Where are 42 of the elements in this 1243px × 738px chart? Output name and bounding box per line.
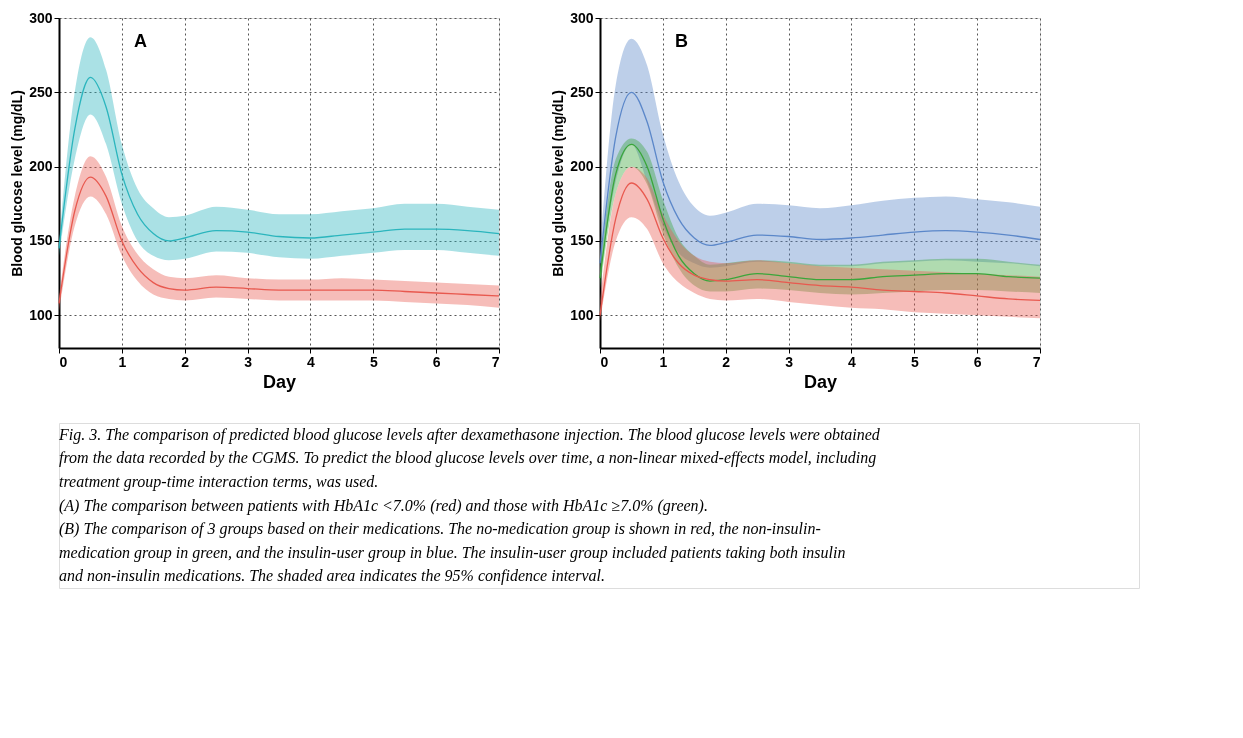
x-tick-label: 2 — [722, 353, 731, 370]
x-tick-label: 1 — [659, 353, 668, 370]
y-axis-title: Blood glucose level (mg/dL) — [9, 90, 26, 277]
x-tick-label: 1 — [118, 353, 127, 370]
y-tick-label: 250 — [29, 83, 53, 100]
text: B — [675, 31, 688, 51]
y-tick-label: 300 — [570, 9, 594, 26]
x-tick-label: 6 — [973, 353, 982, 370]
x-tick-label: 6 — [432, 353, 441, 370]
x-axis-title: Day — [803, 371, 838, 392]
y-tick-label: 150 — [29, 232, 53, 249]
x-tick-label: 2 — [181, 353, 190, 370]
y-tick-label: 150 — [570, 232, 594, 249]
x-tick-label: 0 — [600, 353, 609, 370]
x-tick-label: 4 — [307, 353, 316, 370]
x-tick-label: 7 — [1032, 353, 1041, 370]
x-tick-label: 0 — [59, 353, 68, 370]
text: from the data recorded by the CGMS. To predict the blood glucose levels over time, a non-linear mixed-effects model, including — [59, 449, 877, 468]
x-axis-title: Day — [262, 371, 297, 392]
line-series — [58, 76, 500, 250]
x-tick-label: 4 — [848, 353, 857, 370]
line-series — [599, 91, 1041, 264]
y-tick-label: 300 — [29, 9, 53, 26]
x-tick-label: 5 — [369, 353, 378, 370]
text: and non-insulin medications. The shaded area indicates the 95% confidence interval. — [59, 567, 605, 586]
x-tick-label: 3 — [244, 353, 253, 370]
x-tick-label: 3 — [785, 353, 794, 370]
y-tick-label: 100 — [29, 306, 53, 323]
caption: Fig. 3. The comparison of predicted blood glucose levels after dexamethasone injection. The blood glucose levels were obtained — [58, 425, 881, 444]
x-tick-label: 7 — [491, 353, 500, 370]
text: treatment group-time interaction terms, was used. — [59, 472, 379, 491]
x-tick-label: 5 — [910, 353, 919, 370]
y-tick-label: 100 — [570, 306, 594, 323]
line-series — [58, 176, 500, 305]
y-tick-label: 200 — [29, 158, 53, 175]
text: (A) The comparison between patients with HbA1c <7.0% (red) and those with HbA1c ≥7.0% (green). — [59, 496, 708, 515]
y-axis-title: Blood glucose level (mg/dL) — [550, 90, 567, 277]
y-tick-label: 250 — [570, 83, 594, 100]
text: (B) The comparison of 3 groups based on their medications. The no-medication group is shown in red, the non-insulin- — [59, 520, 821, 539]
y-tick-label: 200 — [570, 158, 594, 175]
text: medication group in green, and the insulin-user group in blue. The insulin-user group included patients taking both insulin — [59, 543, 846, 562]
text: A — [134, 31, 147, 51]
